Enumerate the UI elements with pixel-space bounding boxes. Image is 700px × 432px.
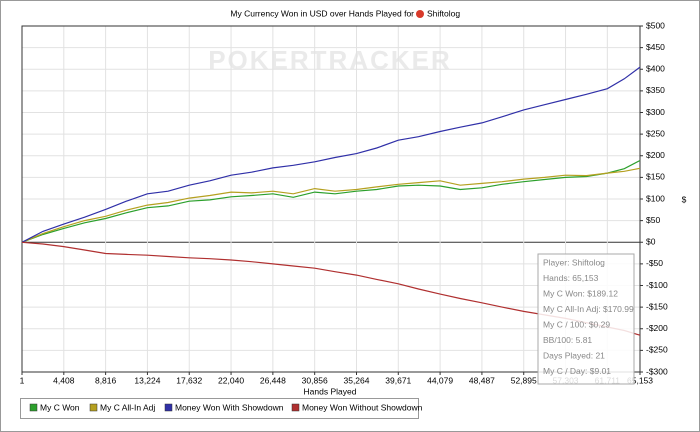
y-tick-label: -$100 bbox=[646, 280, 668, 290]
info-line: My C / 100: $0.29 bbox=[543, 319, 610, 329]
watermark: POKERTRACKER bbox=[208, 45, 452, 75]
info-line: Days Played: 21 bbox=[543, 350, 605, 360]
y-tick-label: $250 bbox=[646, 128, 665, 138]
y-tick-label: $50 bbox=[646, 215, 660, 225]
x-tick-label: 17,632 bbox=[176, 375, 202, 385]
info-line: My C Won: $189.12 bbox=[543, 288, 618, 298]
y-tick-label: $200 bbox=[646, 150, 665, 160]
y-tick-label: $150 bbox=[646, 172, 665, 182]
y-tick-label: $450 bbox=[646, 42, 665, 52]
legend-swatch bbox=[291, 403, 300, 412]
x-tick-label: 48,487 bbox=[469, 375, 495, 385]
y-tick-label: -$250 bbox=[646, 345, 668, 355]
x-tick-label: 1 bbox=[20, 375, 25, 385]
x-tick-label: 30,856 bbox=[302, 375, 328, 385]
y-tick-label: -$150 bbox=[646, 301, 668, 311]
info-line: BB/100: 5.81 bbox=[543, 335, 592, 345]
y-tick-label: $100 bbox=[646, 193, 665, 203]
x-tick-label: 35,264 bbox=[343, 375, 369, 385]
legend-swatch bbox=[29, 403, 38, 412]
series-line bbox=[21, 66, 641, 243]
y-tick-label: $400 bbox=[646, 64, 665, 74]
player-icon bbox=[416, 10, 424, 18]
legend-label: My C All-In Adj bbox=[100, 402, 155, 412]
y-tick-label: -$50 bbox=[646, 258, 663, 268]
info-line: My C All-In Adj: $170.99 bbox=[543, 304, 634, 314]
y-tick-label: $500 bbox=[646, 20, 665, 30]
player-name: Shiftolog bbox=[427, 8, 460, 18]
legend-label: Money Won Without Showdown bbox=[302, 402, 423, 412]
y-tick-label: $0 bbox=[646, 237, 656, 247]
x-tick-label: 8,816 bbox=[95, 375, 117, 385]
series-line bbox=[21, 167, 641, 243]
x-tick-label: 26,448 bbox=[260, 375, 286, 385]
x-tick-label: 65,153 bbox=[627, 375, 653, 385]
legend-label: My C Won bbox=[40, 402, 80, 412]
info-line: Player: Shiftolog bbox=[543, 257, 605, 267]
y-tick-label: -$200 bbox=[646, 323, 668, 333]
legend-swatch bbox=[164, 403, 173, 412]
x-tick-label: 52,895 bbox=[511, 375, 537, 385]
info-line: My C / Day: $9.01 bbox=[543, 366, 611, 376]
info-line: Hands: 65,153 bbox=[543, 273, 599, 283]
y-tick-label: -$300 bbox=[646, 366, 668, 376]
x-tick-label: 13,224 bbox=[134, 375, 160, 385]
x-tick-label: 22,040 bbox=[218, 375, 244, 385]
x-axis-label: Hands Played bbox=[304, 386, 357, 396]
x-tick-label: 4,408 bbox=[53, 375, 75, 385]
x-tick-label: 39,671 bbox=[385, 375, 411, 385]
y-axis-label: $ bbox=[682, 194, 687, 204]
chart-title: My Currency Won in USD over Hands Played… bbox=[230, 8, 414, 18]
legend-swatch bbox=[89, 403, 98, 412]
x-tick-label: 44,079 bbox=[427, 375, 453, 385]
plot-border bbox=[21, 25, 641, 373]
series-line bbox=[21, 159, 641, 243]
legend bbox=[20, 398, 419, 419]
y-tick-label: $350 bbox=[646, 85, 665, 95]
legend-label: Money Won With Showdown bbox=[175, 402, 284, 412]
info-box bbox=[537, 253, 635, 385]
y-tick-label: $300 bbox=[646, 107, 665, 117]
